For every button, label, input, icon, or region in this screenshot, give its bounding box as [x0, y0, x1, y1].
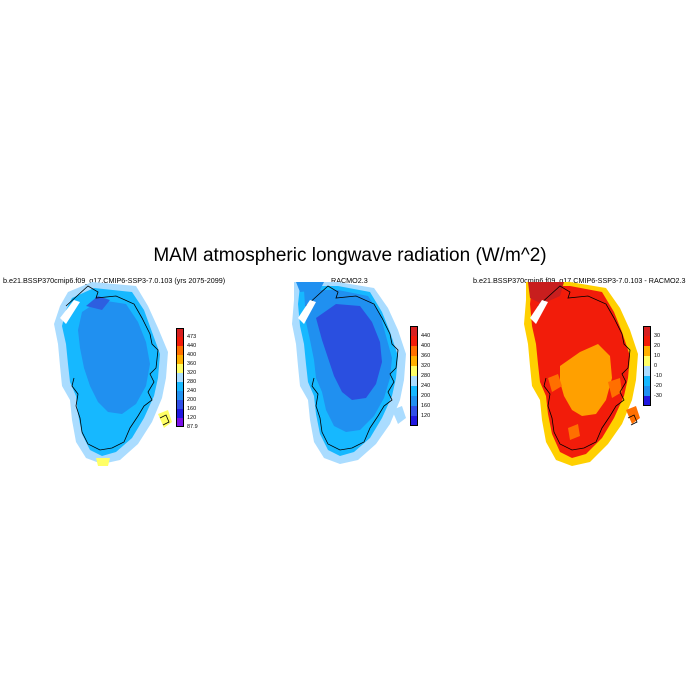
colorbar-segment — [176, 355, 184, 364]
colorbar-segment — [410, 346, 418, 356]
east-island-field — [158, 410, 172, 428]
east-island-field — [392, 406, 406, 424]
south-field — [560, 344, 612, 416]
colorbar-segment — [643, 396, 651, 406]
colorbar-segment — [176, 418, 184, 427]
colorbar-tick-label: 120 — [187, 415, 197, 421]
colorbar-tick-label: -30 — [654, 393, 662, 399]
colorbar-segment — [410, 406, 418, 416]
colorbar-tick-label: 160 — [421, 403, 431, 409]
east-island-field — [626, 406, 640, 424]
colorbar-tick-label: 240 — [187, 388, 197, 394]
colorbar-box — [643, 326, 651, 406]
colorbar-box — [176, 328, 184, 427]
panel-1-title: b.e21.BSSP370cmip6.f09_g17.CMIP6-SSP3-7.… — [3, 276, 226, 285]
coastline — [305, 285, 399, 451]
colorbar-tick-label: 30 — [654, 333, 661, 339]
ocean-cut — [60, 300, 80, 324]
ocean-cut — [298, 300, 316, 324]
colorbar-tick-label: 400 — [421, 343, 431, 349]
colorbar-segment — [176, 328, 184, 337]
panel-3-map — [524, 282, 640, 466]
colorbar-segment — [643, 346, 651, 356]
coastline-east — [159, 414, 170, 426]
colorbar-tick-label: 400 — [187, 352, 197, 358]
coastline-east — [627, 414, 638, 426]
colorbar-tick-label: 280 — [421, 373, 431, 379]
coastline — [65, 285, 159, 451]
colorbar-segment — [410, 326, 418, 336]
interior-field — [316, 304, 382, 400]
colorbar-tick-label: 473 — [187, 334, 197, 340]
colorbar-segment — [176, 337, 184, 346]
panel-1-map — [54, 282, 172, 466]
colorbar-tick-label: 360 — [187, 361, 197, 367]
south-field — [96, 458, 110, 466]
panel-3-title: b.e21.BSSP370cmip6.f09_g17.CMIP6-SSP3-7.… — [473, 276, 686, 285]
colorbar-segment — [176, 400, 184, 409]
panel-1-colorbar: 473 440 400 360 320 280 240 200 160 120 87.9 — [176, 328, 204, 430]
panel-2-colorbar: 440 400 360 320 280 240 200 160 120 — [410, 326, 438, 426]
north-field — [528, 282, 564, 304]
panel-2-map — [292, 282, 406, 464]
colorbar-tick-label: 440 — [187, 343, 197, 349]
colorbar-tick-label: 20 — [654, 343, 661, 349]
north-field — [296, 282, 324, 292]
colorbar-frame — [410, 326, 418, 426]
colorbar-segment — [643, 376, 651, 386]
colorbar-segment — [410, 336, 418, 346]
colorbar-tick-label: 280 — [187, 379, 197, 385]
colorbar-tick-label: 0 — [654, 363, 658, 369]
colorbar-tick-label: 320 — [421, 363, 431, 369]
colorbar-segment — [643, 366, 651, 376]
colorbar-frame — [176, 328, 184, 427]
interior-field — [78, 300, 150, 414]
colorbar-segment — [643, 356, 651, 366]
colorbar-tick-label: 200 — [187, 397, 197, 403]
colorbar-tick-label: 360 — [421, 353, 431, 359]
colorbar-box — [410, 326, 418, 426]
colorbar-tick-label: 10 — [654, 353, 661, 359]
ocean-cut — [530, 300, 548, 324]
colorbar-segment — [176, 373, 184, 382]
colorbar-tick-label: 160 — [187, 406, 197, 412]
colorbar-segment — [643, 336, 651, 346]
colorbar-tick-label: 440 — [421, 333, 431, 339]
colorbar-segment — [410, 386, 418, 396]
colorbar-segment — [176, 346, 184, 355]
colorbar-segment — [410, 366, 418, 376]
colorbar-segment — [176, 409, 184, 418]
north-field — [86, 296, 110, 310]
colorbar-segment — [643, 386, 651, 396]
coastline — [537, 285, 631, 451]
colorbar-tick-label: 87.9 — [187, 424, 198, 430]
colorbar-tick-label: 200 — [421, 393, 431, 399]
colorbar-segment — [176, 382, 184, 391]
coast-field — [548, 374, 622, 440]
colorbar-segment — [410, 376, 418, 386]
colorbar-tick-label: -20 — [654, 383, 662, 389]
colorbar-tick-label: 120 — [421, 413, 431, 419]
colorbar-segment — [176, 364, 184, 373]
colorbar-tick-label: 240 — [421, 383, 431, 389]
colorbar-segment — [176, 391, 184, 400]
colorbar-segment — [410, 396, 418, 406]
panel-2-title: RACMO2.3 — [331, 276, 368, 285]
colorbar-segment — [643, 326, 651, 336]
main-title: MAM atmospheric longwave radiation (W/m^… — [153, 245, 547, 266]
colorbar-tick-label: 320 — [187, 370, 197, 376]
colorbar-tick-label: -10 — [654, 373, 662, 379]
colorbar-segment — [410, 356, 418, 366]
colorbar-frame — [643, 326, 651, 406]
panel-3-colorbar: 30 20 10 0 -10 -20 -30 — [643, 326, 671, 424]
colorbar-segment — [410, 416, 418, 426]
